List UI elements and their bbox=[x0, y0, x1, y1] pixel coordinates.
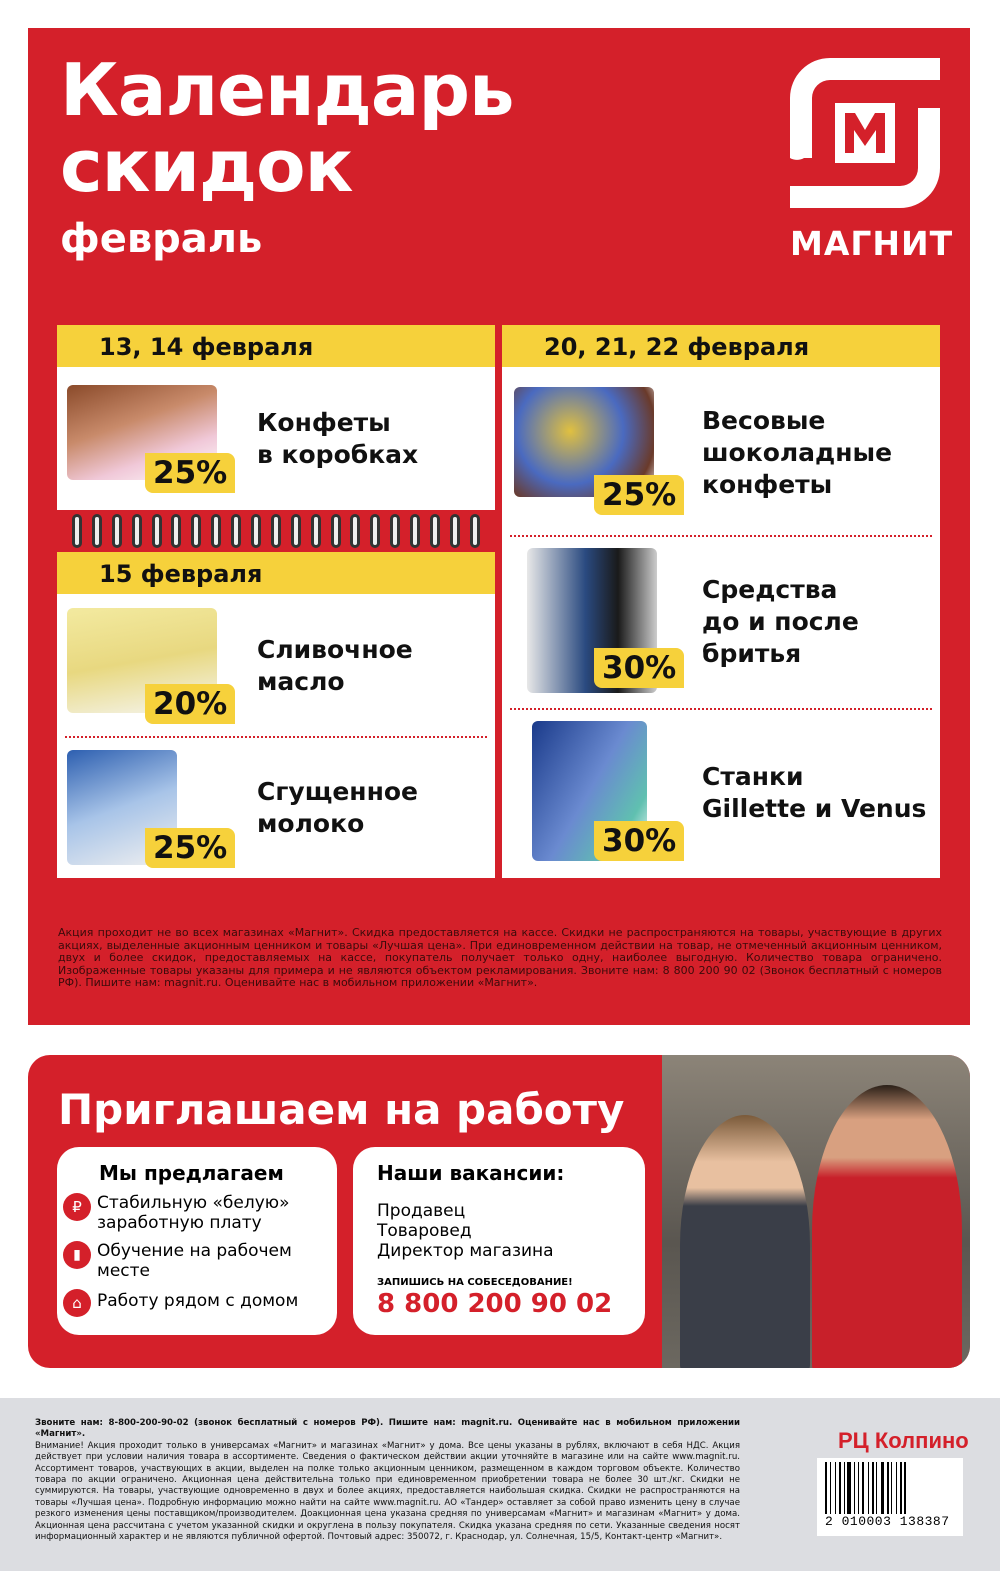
job-banner: Приглашаем на работу Мы предлагаем ₽ Стаб… bbox=[28, 1055, 970, 1368]
vacancy-item: Продавец bbox=[377, 1201, 466, 1221]
offer-item: ▮ Обучение на рабочем месте bbox=[63, 1241, 329, 1281]
discount-badge: 25% bbox=[145, 828, 236, 868]
vacancy-item: Товаровед bbox=[377, 1221, 472, 1241]
product-name: Конфеты в коробках bbox=[257, 408, 419, 469]
disclaimer-text: Акция проходит не во всех магазинах «Маг… bbox=[58, 926, 942, 989]
product-name: Станки Gillette и Venus bbox=[702, 762, 927, 823]
offer-box: Мы предлагаем ₽ Стабильную «белую» зарабо… bbox=[57, 1147, 337, 1335]
promo-item-butter: 20% Сливочное масло bbox=[57, 594, 495, 734]
legal-text: Звоните нам: 8-800-200-90-02 (звонок бес… bbox=[35, 1418, 740, 1543]
product-name: Сливочное масло bbox=[257, 635, 413, 696]
offer-title: Мы предлагаем bbox=[99, 1161, 284, 1185]
footer: Звоните нам: 8-800-200-90-02 (звонок бес… bbox=[0, 1398, 1000, 1571]
vacancies-box: Наши вакансии: Продавец Товаровед Директ… bbox=[353, 1147, 645, 1335]
discount-badge: 25% bbox=[594, 475, 685, 515]
logo-text: МАГНИТ bbox=[790, 224, 954, 263]
promo-item-chocolates: 25% Конфеты в коробках bbox=[57, 367, 495, 510]
barcode-number: 2 010003 138387 bbox=[825, 1514, 950, 1529]
hand-ruble-icon: ₽ bbox=[63, 1193, 91, 1221]
product-name: Сгущенное молоко bbox=[257, 777, 418, 838]
employee-man bbox=[812, 1085, 962, 1368]
barcode-bars bbox=[825, 1462, 955, 1514]
discount-badge: 25% bbox=[145, 453, 236, 493]
calendar-spiral bbox=[57, 510, 495, 552]
date-header: 15 февраля bbox=[57, 552, 495, 594]
offer-item: ⌂ Работу рядом с домом bbox=[63, 1289, 329, 1317]
promo-item-shaving: 30% Средства до и после бритья bbox=[502, 538, 940, 708]
divider bbox=[65, 736, 487, 738]
house-icon: ⌂ bbox=[63, 1289, 91, 1317]
discount-badge: 20% bbox=[145, 684, 236, 724]
page-title-line1: Календарь bbox=[60, 48, 515, 132]
magnit-logo-icon bbox=[790, 58, 940, 208]
book-icon: ▮ bbox=[63, 1241, 91, 1269]
promo-item-condensed-milk: 25% Сгущенное молоко bbox=[57, 740, 495, 878]
date-header: 13, 14 февраля bbox=[57, 325, 495, 367]
vacancy-list: Продавец Товаровед Директор магазина bbox=[377, 1201, 554, 1261]
discount-badge: 30% bbox=[594, 648, 685, 688]
page-title-line2: скидок bbox=[60, 124, 353, 208]
divider bbox=[510, 708, 932, 710]
offer-list: ₽ Стабильную «белую» заработную плату ▮ Об… bbox=[63, 1193, 329, 1317]
vacancies-title: Наши вакансии: bbox=[377, 1161, 565, 1185]
divider bbox=[510, 535, 932, 537]
vacancy-item: Директор магазина bbox=[377, 1241, 554, 1261]
promo-card-20-22: 20, 21, 22 февраля 25% Весовые шоколадные… bbox=[502, 325, 940, 878]
employee-woman bbox=[680, 1115, 810, 1368]
month-label: февраль bbox=[60, 216, 263, 262]
promo-item-razors: 30% Станки Gillette и Venus bbox=[502, 711, 940, 878]
product-name: Средства до и после бритья bbox=[702, 575, 859, 668]
distribution-center-label: РЦ Колпино bbox=[838, 1428, 969, 1453]
promo-card-13-14: 13, 14 февраля 25% Конфеты в коробках bbox=[57, 325, 495, 510]
promo-item-chocolate-candies: 25% Весовые шоколадные конфеты bbox=[502, 367, 940, 533]
offer-item: ₽ Стабильную «белую» заработную плату bbox=[63, 1193, 329, 1233]
phone-link[interactable]: 8 800 200 90 02 bbox=[377, 1289, 613, 1319]
signup-label: ЗАПИШИСЬ НА СОБЕСЕДОВАНИЕ! bbox=[377, 1277, 573, 1288]
product-name: Весовые шоколадные конфеты bbox=[702, 406, 893, 499]
job-title: Приглашаем на работу bbox=[58, 1085, 625, 1134]
discount-badge: 30% bbox=[594, 821, 685, 861]
date-header: 20, 21, 22 февраля bbox=[502, 325, 940, 367]
barcode: 2 010003 138387 bbox=[817, 1458, 963, 1536]
employees-photo bbox=[662, 1055, 970, 1368]
promo-card-15: 15 февраля 20% Сливочное масло 25% Сгущен… bbox=[57, 552, 495, 878]
